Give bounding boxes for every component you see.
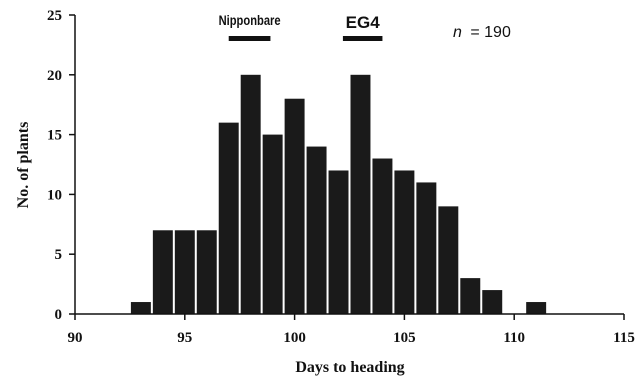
bars-group bbox=[130, 74, 547, 314]
bar-day-109 bbox=[482, 290, 503, 314]
nipponbare-bar bbox=[228, 36, 271, 41]
y-tick-label-20: 20 bbox=[47, 68, 62, 84]
x-ticks-group: 90 95 100 105 110 115 bbox=[68, 314, 635, 346]
bar-day-96 bbox=[196, 230, 217, 314]
bar-day-106 bbox=[416, 182, 437, 314]
bar-day-111 bbox=[526, 302, 547, 314]
bar-day-95 bbox=[174, 230, 195, 314]
y-tick-label-15: 15 bbox=[47, 128, 62, 144]
bar-day-99 bbox=[262, 134, 283, 314]
eg4-bar bbox=[342, 36, 383, 41]
x-tick-label-95: 95 bbox=[177, 330, 192, 346]
x-tick-label-100: 100 bbox=[283, 330, 306, 346]
bar-day-98 bbox=[240, 74, 261, 314]
eg4-label: EG4 bbox=[346, 13, 381, 32]
y-axis-title: No. of plants bbox=[15, 122, 32, 209]
nipponbare-label: Nipponbare bbox=[219, 12, 281, 28]
bar-day-94 bbox=[152, 230, 173, 314]
y-tick-label-0: 0 bbox=[55, 307, 63, 323]
bar-day-107 bbox=[438, 206, 459, 314]
bar-day-104 bbox=[372, 158, 393, 314]
bar-day-108 bbox=[460, 278, 481, 314]
bar-day-103 bbox=[350, 74, 371, 314]
y-tick-label-10: 10 bbox=[47, 187, 62, 203]
x-tick-label-115: 115 bbox=[613, 330, 635, 346]
sample-size-n: n bbox=[453, 24, 462, 41]
bar-day-97 bbox=[218, 122, 239, 314]
y-tick-label-25: 25 bbox=[47, 8, 62, 24]
y-tick-label-5: 5 bbox=[55, 247, 63, 263]
x-tick-label-110: 110 bbox=[503, 330, 525, 346]
bar-day-105 bbox=[394, 170, 415, 314]
bar-day-93 bbox=[130, 302, 151, 314]
x-tick-label-105: 105 bbox=[393, 330, 416, 346]
x-axis-title: Days to heading bbox=[295, 359, 404, 376]
marker-group: Nipponbare EG4 bbox=[219, 12, 383, 41]
bar-day-102 bbox=[328, 170, 349, 314]
sample-size-label: n = 190 bbox=[453, 24, 511, 41]
bar-day-101 bbox=[306, 146, 327, 314]
axes-group bbox=[74, 15, 624, 315]
sample-size-value: = 190 bbox=[470, 24, 511, 41]
bar-day-100 bbox=[284, 98, 305, 314]
x-tick-label-90: 90 bbox=[68, 330, 83, 346]
y-ticks-group: 0 5 10 15 20 25 bbox=[47, 8, 75, 323]
